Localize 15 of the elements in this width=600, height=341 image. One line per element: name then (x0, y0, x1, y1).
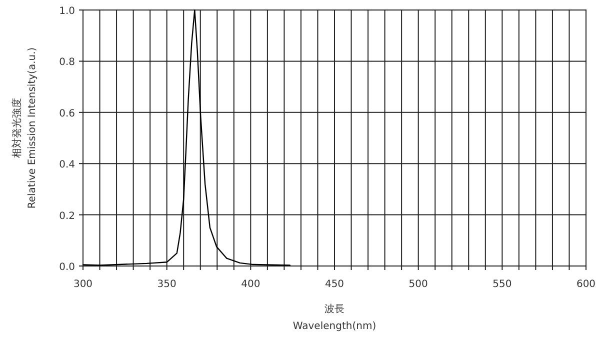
x-tick-label: 550 (492, 279, 512, 290)
y-tick-label: 1.0 (59, 6, 75, 17)
y-tick-label: 0.4 (59, 160, 75, 171)
x-tick-label: 450 (324, 279, 344, 290)
y-axis-title: 相対発光強度 Relative Emission Intensity(a.u.) (11, 47, 38, 209)
x-tick-label: 350 (157, 279, 176, 290)
x-tick-label: 500 (408, 279, 428, 290)
x-tick-label: 300 (73, 279, 93, 290)
x-tick-label: 400 (241, 279, 260, 290)
y-tick-label: 0.6 (59, 108, 75, 120)
y-tick-label: 0.8 (59, 57, 75, 68)
y-tick-label: 0.0 (59, 262, 75, 273)
x-axis-title: 波長 Wavelength(nm) (292, 303, 376, 332)
y-tick-label: 0.2 (59, 210, 75, 222)
x-tick-label: 600 (576, 279, 596, 290)
